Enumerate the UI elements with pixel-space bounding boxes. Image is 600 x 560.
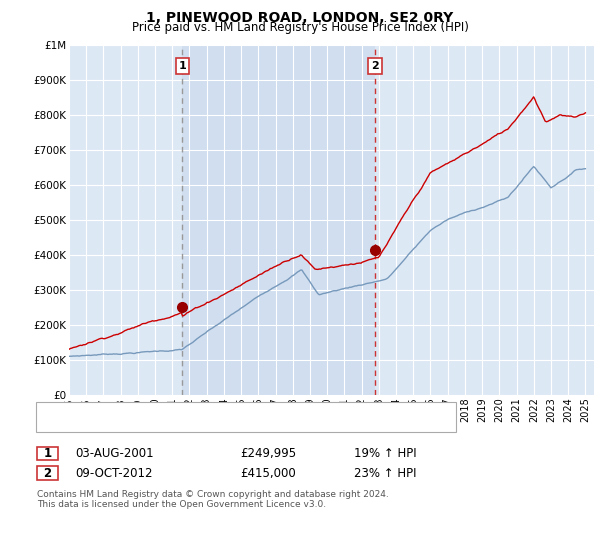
Text: Price paid vs. HM Land Registry's House Price Index (HPI): Price paid vs. HM Land Registry's House … (131, 21, 469, 34)
Text: 09-OCT-2012: 09-OCT-2012 (75, 466, 152, 480)
Text: 2: 2 (371, 61, 379, 71)
Text: 2: 2 (43, 466, 52, 480)
Text: ——: —— (43, 417, 71, 431)
Text: 23% ↑ HPI: 23% ↑ HPI (354, 466, 416, 480)
Bar (182, 45, 375, 395)
Text: Contains HM Land Registry data © Crown copyright and database right 2024.: Contains HM Land Registry data © Crown c… (37, 490, 389, 499)
Text: 19% ↑ HPI: 19% ↑ HPI (354, 447, 416, 460)
Text: 1: 1 (43, 447, 52, 460)
Text: 1, PINEWOOD ROAD, LONDON, SE2 0RY: 1, PINEWOOD ROAD, LONDON, SE2 0RY (146, 11, 454, 25)
Text: HPI: Average price, detached house, Bexley: HPI: Average price, detached house, Bexl… (69, 419, 297, 429)
Text: 03-AUG-2001: 03-AUG-2001 (75, 447, 154, 460)
Text: 1, PINEWOOD ROAD, LONDON, SE2 0RY (detached house): 1, PINEWOOD ROAD, LONDON, SE2 0RY (detac… (69, 405, 370, 415)
Text: £249,995: £249,995 (240, 447, 296, 460)
Text: This data is licensed under the Open Government Licence v3.0.: This data is licensed under the Open Gov… (37, 500, 326, 508)
Text: ——: —— (43, 403, 71, 417)
Text: £415,000: £415,000 (240, 466, 296, 480)
Text: 1: 1 (178, 61, 186, 71)
